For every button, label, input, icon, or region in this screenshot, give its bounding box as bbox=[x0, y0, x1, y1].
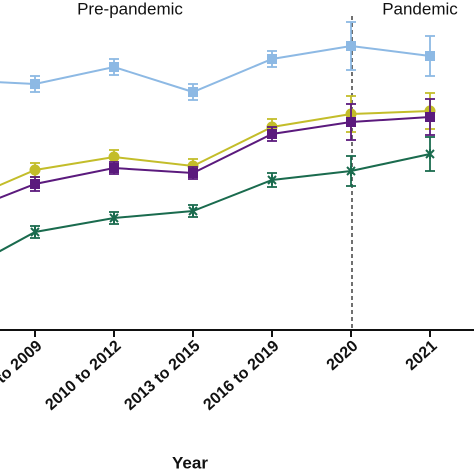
x-tick-label: 2020 bbox=[324, 337, 362, 374]
marker bbox=[267, 175, 277, 185]
marker bbox=[109, 163, 119, 173]
marker bbox=[30, 227, 40, 237]
marker bbox=[346, 166, 356, 176]
x-tick-label: 2010 to 2012 bbox=[42, 337, 124, 413]
marker bbox=[30, 79, 40, 89]
x-tick-label: 2016 to 2019 bbox=[200, 337, 282, 413]
x-axis-title: Year bbox=[172, 453, 208, 472]
marker bbox=[188, 206, 198, 216]
marker bbox=[267, 54, 277, 64]
x-tick-label: 2021 bbox=[403, 337, 441, 374]
series-line bbox=[0, 153, 431, 253]
marker bbox=[30, 179, 40, 189]
marker bbox=[188, 87, 198, 97]
x-tick-label: to 2009 bbox=[0, 337, 46, 387]
marker bbox=[346, 41, 356, 51]
marker bbox=[425, 149, 435, 159]
marker bbox=[425, 112, 435, 122]
annotation: Pre-pandemic bbox=[77, 0, 183, 18]
marker bbox=[188, 168, 198, 178]
marker bbox=[346, 117, 356, 127]
annotation: Pandemic bbox=[382, 0, 458, 18]
marker bbox=[109, 62, 119, 72]
series-line bbox=[0, 44, 431, 94]
marker bbox=[108, 151, 120, 163]
marker bbox=[109, 213, 119, 223]
marker bbox=[267, 129, 277, 139]
marker bbox=[425, 51, 435, 61]
x-tick-label: 2013 to 2015 bbox=[121, 337, 203, 413]
series-line bbox=[0, 110, 431, 187]
marker bbox=[29, 164, 41, 176]
